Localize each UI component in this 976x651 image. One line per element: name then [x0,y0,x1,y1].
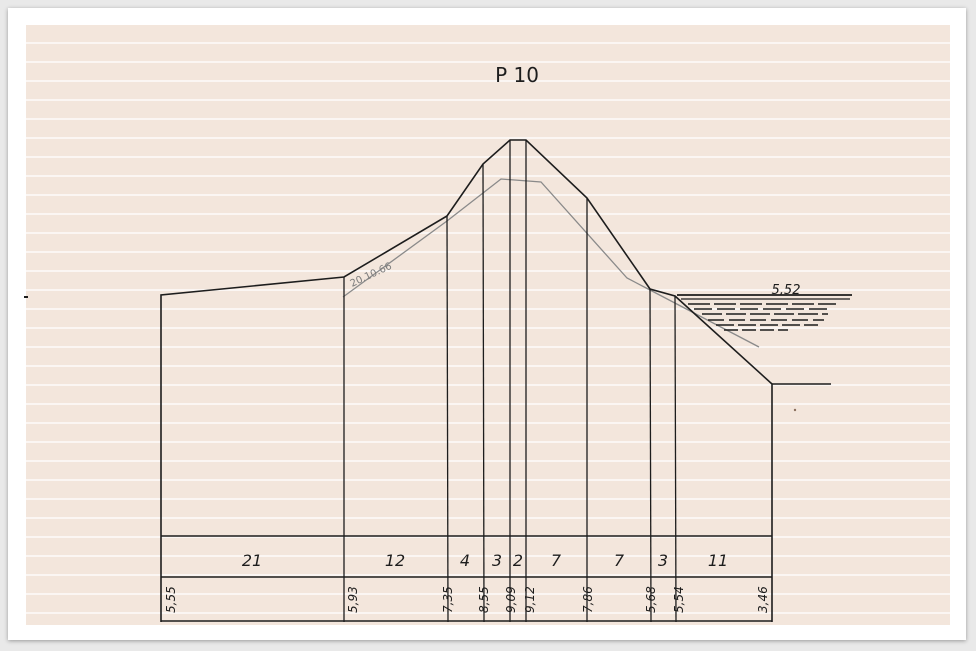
water-level-label: 5,52 [772,283,801,298]
data-table [161,535,772,622]
width-label: 21 [242,551,262,570]
elevation-label: 5,54 [672,586,686,613]
previous-profile-line [342,178,760,348]
width-label: 3 [658,551,668,570]
elevation-label: 7,35 [441,586,455,613]
elevation-label: 9,09 [504,586,518,613]
station-line [674,295,677,623]
elevation-label: 5,93 [346,586,360,613]
survey-date-note: 20.10.66 [349,261,394,290]
width-row: 21 12 4 3 2 7 7 3 11 [242,551,728,570]
width-label: 2 [513,551,523,570]
station-lines [343,140,677,623]
profile-title: P 10 [495,63,539,87]
elevation-row: 5,55 5,93 7,35 8,55 9,09 9,12 7,86 5,68 … [164,586,770,613]
profile-outline [160,139,773,622]
width-label: 7 [614,551,625,570]
width-label: 4 [460,551,470,570]
elevation-label: 8,55 [477,586,491,613]
elevation-label: 5,68 [644,586,658,613]
width-label: 11 [708,551,728,570]
water-body [677,294,852,331]
station-line [649,288,652,623]
elevation-label: 5,55 [164,586,178,613]
width-label: 3 [492,551,502,570]
width-label: 12 [385,551,405,570]
width-label: 7 [551,551,562,570]
paper-speck [793,408,797,412]
elevation-label: 7,86 [581,586,595,613]
elevation-label: 3,46 [756,586,770,613]
station-line [482,163,485,623]
elevation-label: 9,12 [523,586,537,613]
station-line [446,215,449,623]
